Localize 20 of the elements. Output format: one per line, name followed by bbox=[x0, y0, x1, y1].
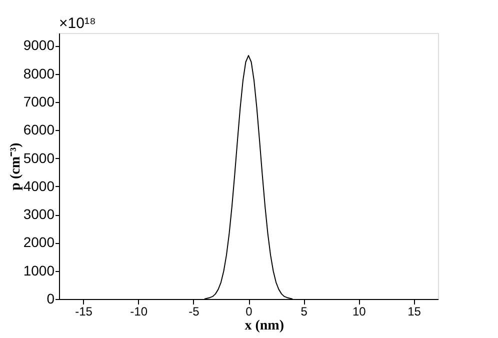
text: ×10¹⁸ bbox=[59, 15, 96, 32]
x-tick-label: -10 bbox=[130, 304, 148, 318]
y-tick-label: 7000 bbox=[23, 93, 55, 110]
y-tick-label: 2000 bbox=[23, 234, 55, 250]
x-tick-label: 15 bbox=[408, 304, 422, 318]
x-tick-label: -15 bbox=[75, 304, 93, 318]
x-tick-label: -5 bbox=[188, 304, 200, 318]
y-tick-label: 5000 bbox=[23, 150, 55, 166]
x-tick-label: 0 bbox=[246, 304, 253, 318]
y-tick-label: 4000 bbox=[23, 178, 55, 194]
y-tick-label: 0 bbox=[46, 290, 55, 306]
y-tick-label: 6000 bbox=[23, 122, 55, 138]
y-axis-title: p (cm⁻³) bbox=[8, 142, 24, 190]
y-tick-label: 1000 bbox=[23, 262, 55, 278]
y-tick-label: 3000 bbox=[23, 206, 55, 222]
y-tick-label: 9000 bbox=[23, 37, 55, 54]
x-tick-label: 10 bbox=[352, 304, 366, 318]
x-tick-label: 5 bbox=[300, 304, 308, 318]
x-axis-title: x (nm) bbox=[244, 318, 284, 334]
y-tick-label: 8000 bbox=[23, 65, 55, 82]
